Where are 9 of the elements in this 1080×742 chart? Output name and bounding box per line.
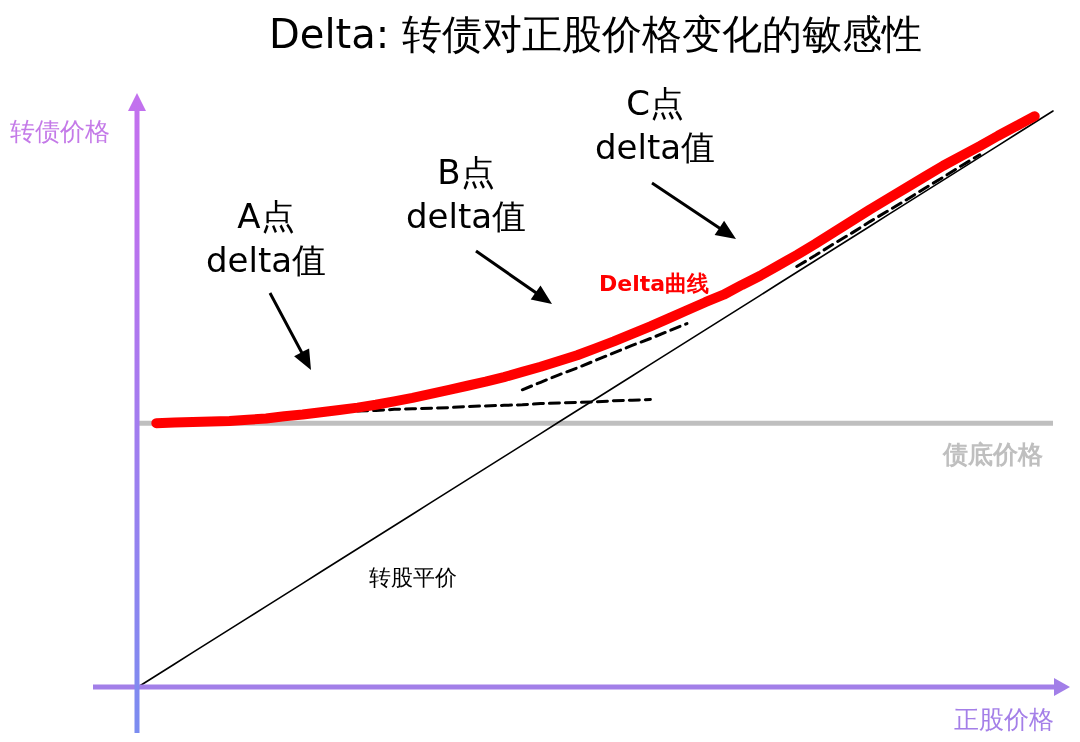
y-axis-title: 转债价格	[10, 116, 110, 148]
series-label: 转股平价	[368, 564, 457, 592]
ref-line-label: 债底价格	[943, 439, 1043, 471]
annotation: C点 delta值	[594, 82, 716, 169]
annotation: B点 delta值	[405, 151, 527, 238]
annotation: A点 delta值	[205, 195, 327, 282]
x-axis-title: 正股价格	[954, 704, 1054, 736]
chart-title: Delta: 转债对正股价格变化的敏感性	[269, 10, 922, 59]
series-label: Delta曲线	[599, 270, 710, 298]
